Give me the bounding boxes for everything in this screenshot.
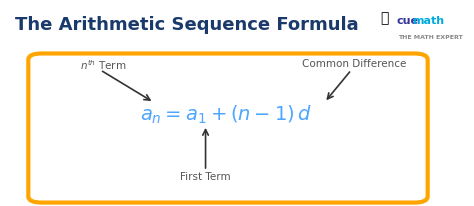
Text: First Term: First Term (180, 171, 231, 181)
Text: The Arithmetic Sequence Formula: The Arithmetic Sequence Formula (15, 16, 358, 34)
Text: Common Difference: Common Difference (302, 58, 406, 68)
FancyBboxPatch shape (28, 54, 428, 202)
Text: 🚀: 🚀 (381, 12, 389, 26)
Text: cue: cue (396, 16, 418, 26)
Text: $a_n = a_1 + (n - 1)\, d$: $a_n = a_1 + (n - 1)\, d$ (140, 103, 311, 125)
Text: $n^{th}$ Term: $n^{th}$ Term (80, 58, 126, 72)
Text: math: math (412, 16, 444, 26)
Text: THE MATH EXPERT: THE MATH EXPERT (399, 35, 463, 40)
